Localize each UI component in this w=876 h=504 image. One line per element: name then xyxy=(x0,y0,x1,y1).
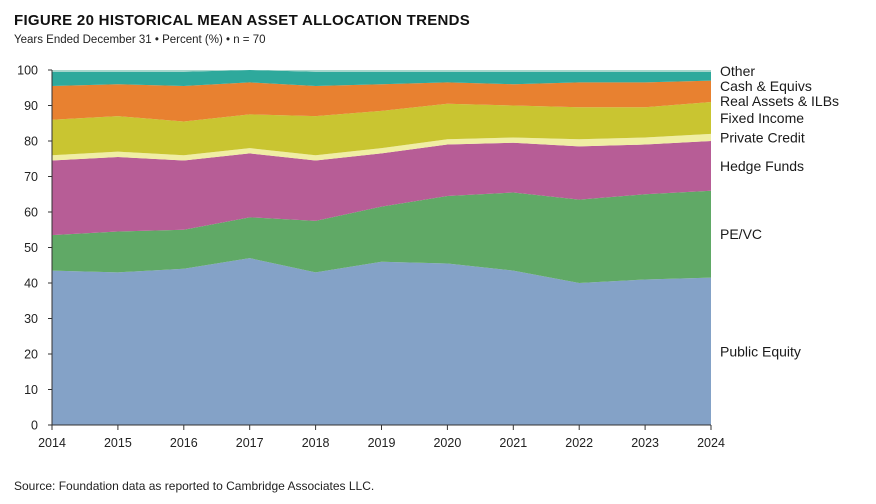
area-hedge-funds xyxy=(52,141,711,236)
y-tick-label: 20 xyxy=(24,348,38,362)
area-other xyxy=(52,70,711,72)
legend-label-public-equity: Public Equity xyxy=(720,343,801,359)
x-tick-label: 2018 xyxy=(302,436,330,450)
area-private-credit xyxy=(52,133,711,161)
area-cash-and-equivs xyxy=(52,70,711,86)
x-tick-label: 2019 xyxy=(368,436,396,450)
x-tick-label: 2020 xyxy=(433,436,461,450)
axes: 0 10 20 30 40 50 60 70 80 90 100 2014 2015 2016 2017 20… xyxy=(17,64,725,451)
chart-title: FIGURE 20 HISTORICAL MEAN ASSET ALLOCATI… xyxy=(14,12,471,29)
source-note: Source: Foundation data as reported to C… xyxy=(14,479,375,493)
area-pe-vc xyxy=(52,190,711,283)
y-tick-label: 30 xyxy=(24,312,38,326)
y-tick-label: 90 xyxy=(24,99,38,113)
legend-label-real-assets-and-ilbs: Real Assets & ILBs xyxy=(720,93,839,109)
area-public-equity xyxy=(52,258,711,425)
x-tick-label: 2015 xyxy=(104,436,132,450)
legend-label-hedge-funds: Hedge Funds xyxy=(720,158,804,174)
legend-label-other: Other xyxy=(720,63,755,79)
area-real-assets-and-ilbs xyxy=(52,80,711,122)
x-tick-label: 2014 xyxy=(38,436,66,450)
legend-label-pe-vc: PE/VC xyxy=(720,226,762,242)
x-tick-label: 2023 xyxy=(631,436,659,450)
legend-label-fixed-income: Fixed Income xyxy=(720,110,804,126)
y-tick-label: 50 xyxy=(24,241,38,255)
legend-label-cash-and-equivs: Cash & Equivs xyxy=(720,78,812,94)
area-layers xyxy=(52,70,711,425)
y-tick-label: 80 xyxy=(24,135,38,149)
area-fixed-income xyxy=(52,101,711,156)
y-tick-label: 0 xyxy=(31,419,38,433)
x-tick-label: 2024 xyxy=(697,436,725,450)
x-tick-label: 2017 xyxy=(236,436,264,450)
y-tick-label: 60 xyxy=(24,206,38,220)
x-tick-label: 2022 xyxy=(565,436,593,450)
x-tick-label: 2016 xyxy=(170,436,198,450)
legend-label-private-credit: Private Credit xyxy=(720,129,805,145)
y-tick-label: 40 xyxy=(24,277,38,291)
y-tick-label: 100 xyxy=(17,64,38,78)
y-tick-label: 10 xyxy=(24,383,38,397)
chart-subtitle: Years Ended December 31 • Percent (%) • … xyxy=(14,34,266,46)
y-tick-label: 70 xyxy=(24,170,38,184)
x-tick-label: 2021 xyxy=(499,436,527,450)
